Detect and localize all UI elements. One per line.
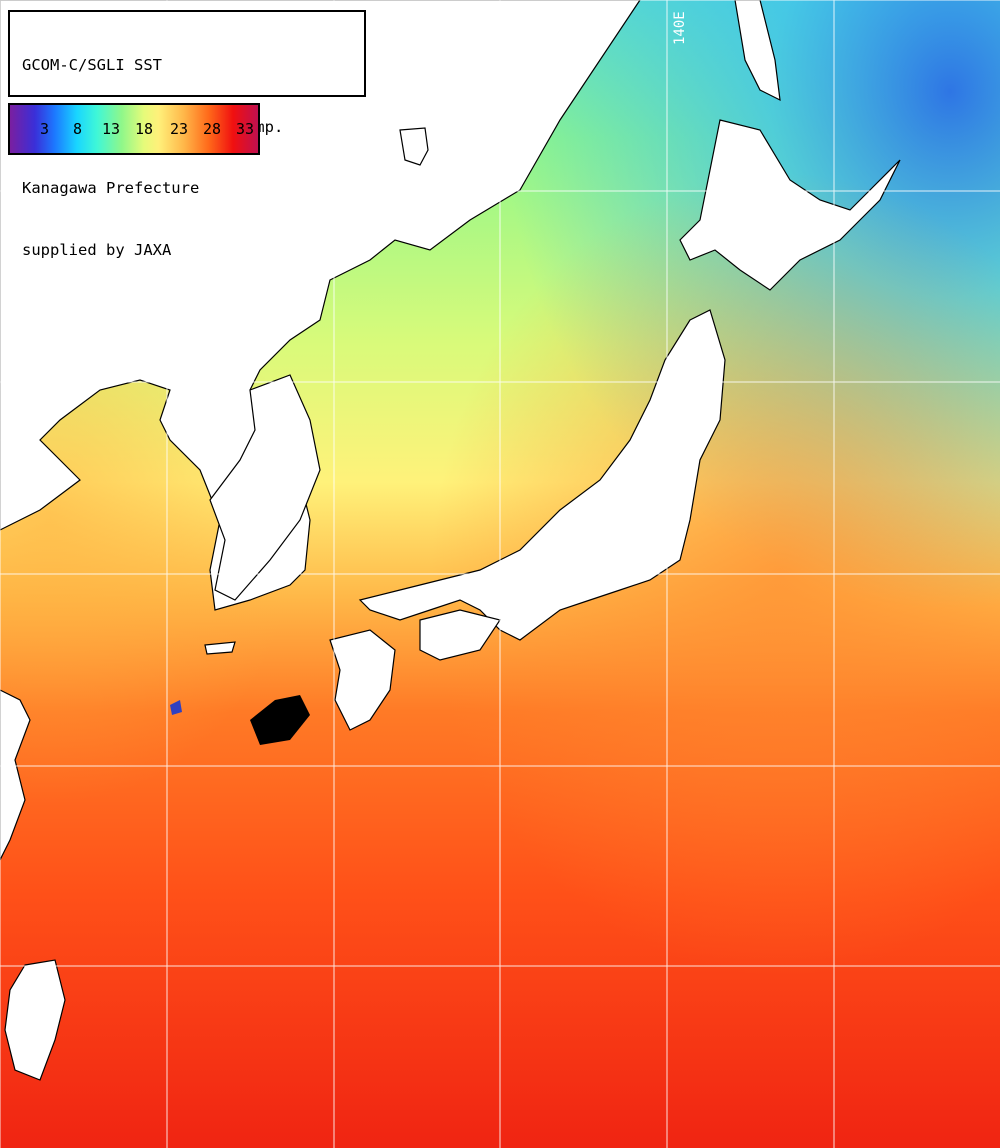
legend-labels: 3 8 13 18 23 28 33 [10,120,258,140]
legend-label-13: 13 [102,120,121,138]
land-sakhalin-islands [734,0,781,102]
legend-label-8: 8 [73,120,83,138]
longitude-label: 140E [672,11,688,45]
land-honshu [358,309,726,641]
color-legend: 3 8 13 18 23 28 33 [8,103,260,155]
cloud-patch-east-china-sea [250,695,310,745]
land-taiwan [4,959,66,1081]
info-box: GCOM-C/SGLI SST ~2025/06/17 (UTC) Week C… [8,10,366,259]
land-hokkaido [679,119,901,291]
cloud-patches [170,695,310,745]
land-kyushu [329,629,396,731]
latitude-label: 40N [14,356,39,372]
land-small-island-north [399,127,429,166]
legend-label-3: 3 [40,120,50,138]
legend-label-33: 33 [236,120,255,138]
info-title: GCOM-C/SGLI SST [22,56,162,74]
legend-label-18: 18 [135,120,154,138]
legend-label-23: 23 [170,120,189,138]
cloud-patch-small [170,700,182,715]
land-jeju-island [204,641,236,655]
info-region: Kanagawa Prefecture [22,179,200,197]
land-korea-peninsula [209,374,321,601]
info-supplier: supplied by JAXA [22,240,172,259]
legend-label-28: 28 [203,120,222,138]
land-shikoku [419,609,501,661]
land-china-coast [0,689,31,861]
